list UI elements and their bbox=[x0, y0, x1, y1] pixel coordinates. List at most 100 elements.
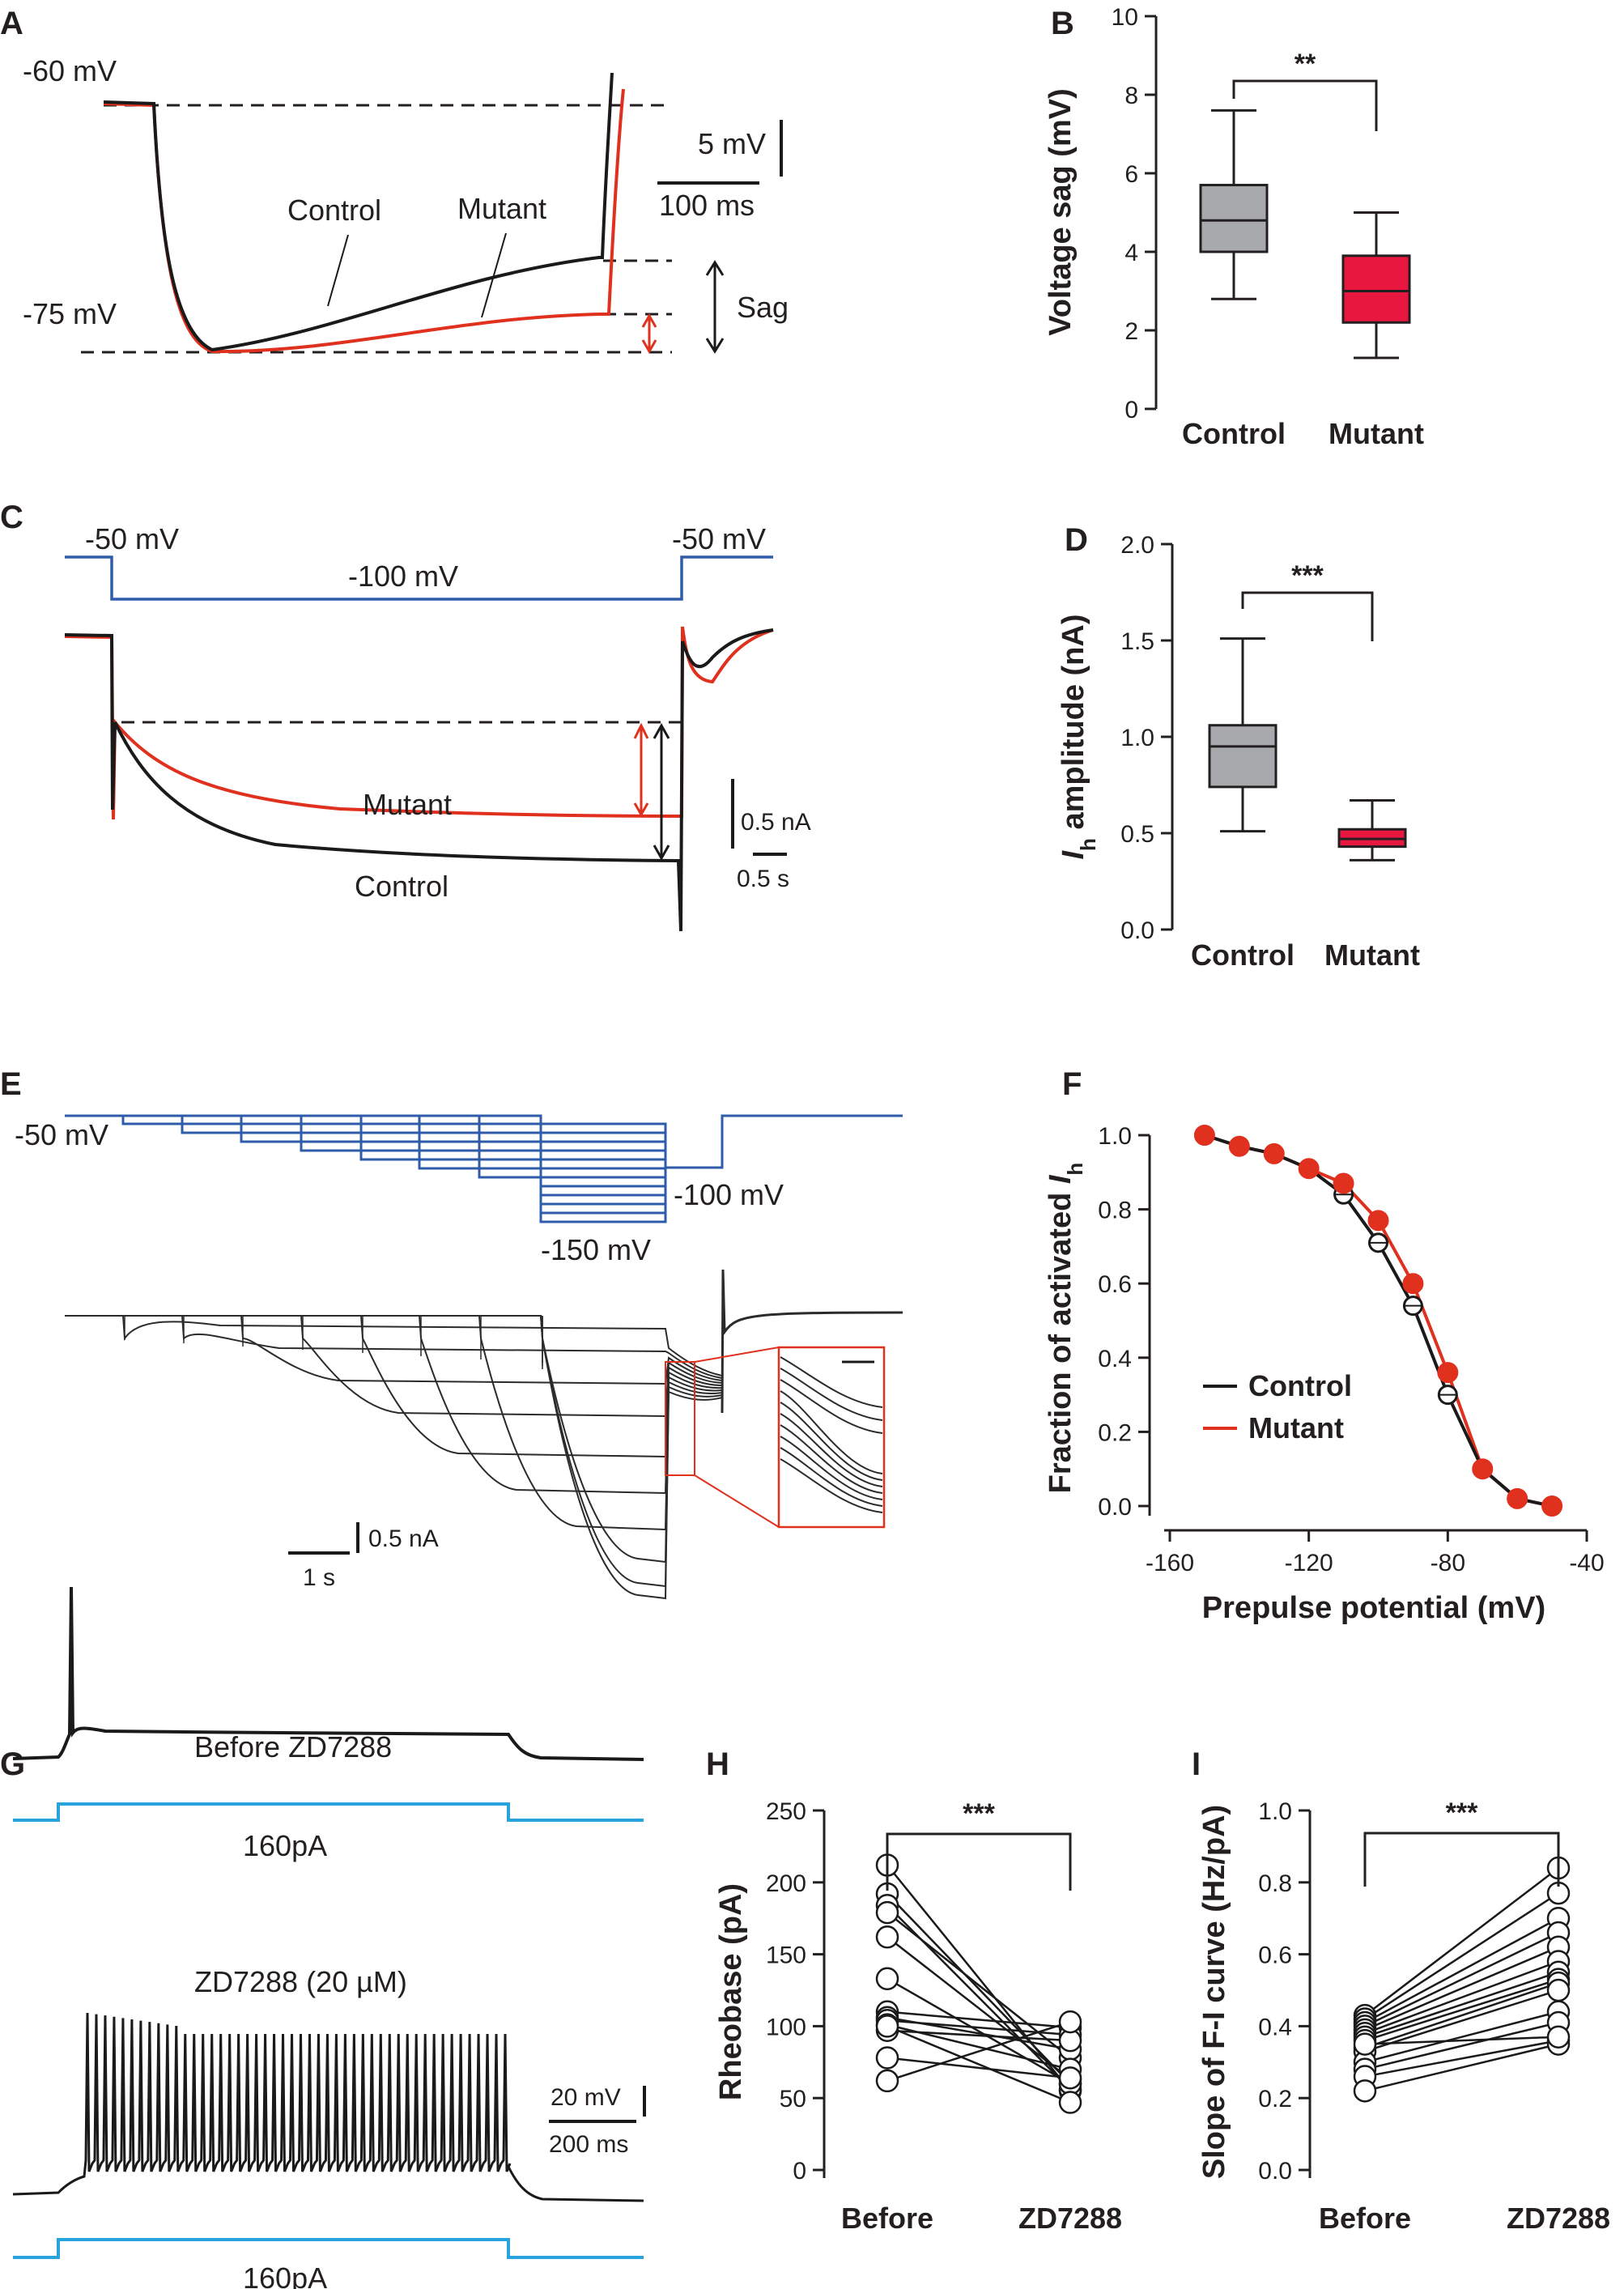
panel-f-ylabel-text: Fraction of activated bbox=[1044, 1184, 1078, 1493]
panel-f-ylabel-italic: I bbox=[1044, 1174, 1078, 1184]
panel-d-ytick-label: 1.5 bbox=[1120, 628, 1154, 655]
panel-b: B 0 2 4 6 8 10 Voltage sag (mV) ** Control Mu… bbox=[1044, 4, 1424, 450]
box-control bbox=[1199, 184, 1269, 253]
panel-g-before-trace bbox=[12, 1586, 644, 1761]
panel-e-trace bbox=[65, 1315, 723, 1531]
panel-d-category-control: Control bbox=[1191, 938, 1295, 972]
panel-c-control-arrowheads bbox=[653, 722, 670, 862]
panel-e-inset-traces bbox=[780, 1356, 883, 1513]
panel-a: A -60 mV -75 mV Control Mutant Sag 5 mV … bbox=[0, 6, 789, 355]
panel-e-traces bbox=[65, 1269, 903, 1600]
panel-e-scale-i: 0.5 nA bbox=[368, 1525, 439, 1552]
panel-e-protocol bbox=[65, 1114, 903, 1223]
panel-f-series bbox=[1193, 1125, 1563, 1517]
pair-line bbox=[886, 2029, 1071, 2042]
panel-e-trace bbox=[65, 1315, 723, 1458]
panel-f-point-mutant bbox=[1507, 1487, 1528, 1509]
pair-point-zd7288 bbox=[1546, 1978, 1571, 2002]
panel-a-sag-arrowheads bbox=[705, 260, 725, 354]
panel-f-ytick-label: 0.6 bbox=[1098, 1271, 1132, 1298]
panel-e: E -50 mV -100 mV -150 mV 0.5 nA 1 s bbox=[0, 1066, 903, 1600]
panel-e-v-hold: -50 mV bbox=[15, 1118, 108, 1151]
panel-a-scale-v: 5 mV bbox=[698, 127, 766, 160]
panel-c-mutant-label: Mutant bbox=[363, 788, 452, 821]
panel-f-ytick-label: 1.0 bbox=[1098, 1123, 1132, 1150]
panel-e-v-min: -150 mV bbox=[541, 1233, 651, 1266]
panel-c-scale-t: 0.5 s bbox=[737, 866, 789, 892]
panel-d-ylabel-text: amplitude (nA) bbox=[1056, 615, 1090, 839]
panel-i-category-zd7288: ZD7288 bbox=[1507, 2202, 1610, 2235]
pair-line bbox=[1364, 1978, 1559, 2042]
panel-a-mutant-arrowheads bbox=[641, 313, 657, 355]
pair-line bbox=[1364, 1892, 1559, 2020]
pair-point-before bbox=[875, 1925, 899, 1949]
panel-b-ytick-label: 2 bbox=[1124, 318, 1138, 345]
panel-e-trace bbox=[65, 1315, 723, 1385]
panel-e-trace bbox=[65, 1315, 723, 1418]
panel-d-ytick-label: 0.5 bbox=[1120, 821, 1154, 848]
panel-i-category-before: Before bbox=[1319, 2202, 1411, 2235]
panel-i-ytick-label: 0.4 bbox=[1258, 2014, 1292, 2040]
panel-f-xtick-label: -120 bbox=[1285, 1550, 1333, 1576]
panel-i-significance: *** bbox=[1446, 1798, 1478, 1828]
panel-g-before-current-step bbox=[13, 1802, 644, 1822]
pair-line bbox=[1364, 1917, 1559, 2024]
panel-g-before-step-label: 160pA bbox=[243, 1829, 327, 1862]
panel-i-ytick-label: 0.2 bbox=[1258, 2086, 1292, 2112]
panel-e-trace bbox=[65, 1315, 723, 1600]
panel-f-line-control bbox=[1204, 1134, 1553, 1508]
panel-a-control-pointer bbox=[327, 234, 349, 307]
pair-line bbox=[1364, 1960, 1559, 2035]
panel-f: F 0.0 0.2 0.4 0.6 0.8 1.0 -160 -120 -80 -40 Frac… bbox=[1044, 1066, 1605, 1625]
panel-f-point-mutant bbox=[1437, 1362, 1459, 1384]
panel-g-after-trace bbox=[12, 2012, 644, 2202]
panel-c-trace-control bbox=[64, 628, 774, 932]
panel-h-ytick-label: 0 bbox=[793, 2158, 806, 2185]
panel-f-xtick-label: -40 bbox=[1569, 1550, 1604, 1576]
pair-line bbox=[1364, 2021, 1559, 2070]
panel-e-protocol-step bbox=[65, 1114, 667, 1215]
panel-f-ytick-label: 0.0 bbox=[1098, 1494, 1132, 1521]
panel-i-ylabel: Slope of F-I curve (Hz/pA) bbox=[1197, 1805, 1231, 2179]
panel-e-protocol-tail bbox=[665, 1114, 903, 1169]
panel-g: G Before ZD7288 160pA ZD7288 (20 µM) 160… bbox=[0, 1586, 646, 2289]
pair-line bbox=[886, 2020, 1071, 2083]
panel-g-scale-t: 200 ms bbox=[549, 2131, 628, 2158]
pair-line bbox=[1364, 1971, 1559, 2038]
panel-e-inset-trace bbox=[780, 1436, 883, 1500]
panel-f-point-mutant bbox=[1472, 1458, 1494, 1480]
panel-c-protocol bbox=[65, 555, 773, 601]
panel-h-category-zd7288: ZD7288 bbox=[1018, 2202, 1122, 2235]
panel-d-ylabel-sub: h bbox=[1076, 838, 1100, 851]
panel-h-ylabel: Rheobase (pA) bbox=[714, 1883, 748, 2100]
panel-i-ytick-label: 0.8 bbox=[1258, 1870, 1292, 1897]
panel-f-point-mutant bbox=[1263, 1142, 1285, 1164]
panel-a-scale-t: 100 ms bbox=[659, 189, 755, 222]
panel-f-x-ticks: -160 -120 -80 -40 bbox=[1146, 1530, 1605, 1576]
pair-line bbox=[1364, 1867, 1559, 2017]
panel-a-v-top: -60 mV bbox=[23, 54, 117, 87]
panel-h-ytick-label: 50 bbox=[780, 2086, 806, 2112]
panel-g-after-step-label: 160pA bbox=[243, 2261, 327, 2289]
panel-b-significance: ** bbox=[1295, 49, 1316, 79]
pair-line bbox=[1364, 1946, 1559, 2031]
panel-c-control-label: Control bbox=[355, 870, 449, 903]
panel-label-i: I bbox=[1192, 1747, 1201, 1782]
pair-point-zd7288 bbox=[1058, 2091, 1082, 2114]
box-mutant bbox=[1341, 254, 1411, 324]
panel-h-ytick-label: 200 bbox=[766, 1870, 806, 1897]
panel-f-point-mutant bbox=[1228, 1135, 1250, 1157]
panel-i-pairs bbox=[1353, 1856, 1571, 2103]
pair-point-before bbox=[875, 1900, 899, 1925]
panel-b-boxes bbox=[1199, 108, 1411, 360]
panel-c-v-step: -100 mV bbox=[348, 559, 458, 593]
pair-line bbox=[1364, 2036, 1559, 2045]
panel-i-ytick-label: 1.0 bbox=[1258, 1798, 1292, 1825]
panel-e-zoom-line-bottom bbox=[694, 1474, 780, 1528]
panel-e-protocol-step bbox=[65, 1114, 667, 1197]
panel-h-ytick-label: 150 bbox=[766, 1942, 806, 1969]
panel-b-ylabel: Voltage sag (mV) bbox=[1044, 88, 1078, 335]
panel-d-ytick-label: 1.0 bbox=[1120, 725, 1154, 751]
panel-d-y-ticks: 0.0 0.5 1.0 1.5 2.0 bbox=[1120, 532, 1172, 944]
